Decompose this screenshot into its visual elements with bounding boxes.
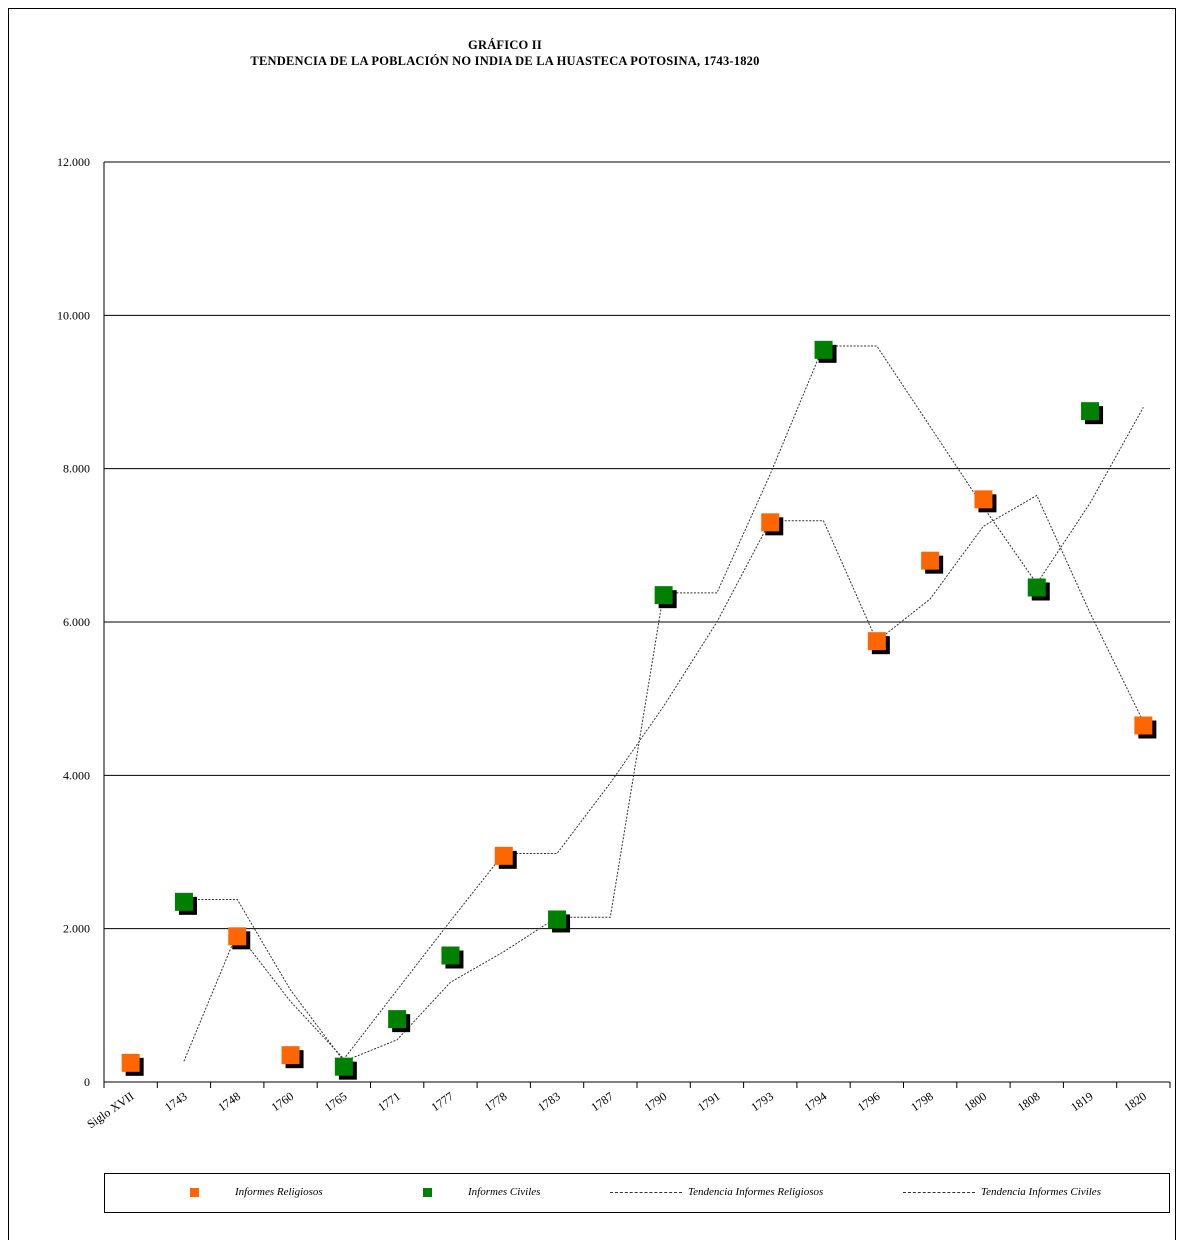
y-tick-label: 8.000 <box>63 462 90 476</box>
legend-swatch-civiles <box>423 1187 432 1197</box>
point-civiles <box>174 892 193 911</box>
x-tick-label: 1778 <box>482 1089 510 1114</box>
legend-dash-religiosos <box>610 1191 682 1193</box>
x-tick-label: Siglo XVII <box>84 1089 136 1131</box>
x-tick-label: 1760 <box>269 1089 297 1114</box>
point-religiosos <box>121 1053 140 1072</box>
y-tick-label: 10.000 <box>57 308 90 322</box>
legend-item-trend-civiles: Tendencia Informes Civiles <box>903 1186 1101 1198</box>
chart-svg: 0 2.000 4.000 6.000 8.000 10.000 12.000 Siglo X… <box>57 155 1171 1131</box>
legend-item-civiles: Informes Civiles <box>423 1186 540 1198</box>
point-religiosos <box>228 927 247 946</box>
point-civiles <box>334 1057 353 1076</box>
point-religiosos <box>494 846 513 865</box>
point-religiosos <box>974 490 993 509</box>
y-tick-label: 2.000 <box>63 922 90 936</box>
x-tick-label: 1777 <box>428 1089 456 1114</box>
point-religiosos <box>1134 716 1153 735</box>
legend: Informes Religiosos Informes Civiles Ten… <box>104 1173 1170 1213</box>
y-tick-label: 0 <box>84 1075 90 1089</box>
x-tick-label: 1820 <box>1121 1089 1149 1114</box>
chart-subtitle: TENDENCIA DE LA POBLACIÓN NO INDIA DE LA… <box>250 54 760 68</box>
x-tick-label: 1765 <box>322 1089 350 1114</box>
point-religiosos <box>921 551 940 570</box>
point-civiles <box>1027 578 1046 597</box>
trend-line-religiosos <box>183 494 1144 1062</box>
x-tick-label: 1819 <box>1068 1089 1096 1114</box>
point-religiosos <box>867 632 886 651</box>
point-religiosos <box>761 513 780 532</box>
y-tick-label: 12.000 <box>57 155 90 169</box>
x-tick-label: 1791 <box>695 1089 723 1114</box>
x-tick-label: 1771 <box>375 1089 403 1114</box>
x-tick-label: 1743 <box>162 1089 190 1114</box>
legend-item-trend-religiosos: Tendencia Informes Religiosos <box>610 1186 823 1198</box>
point-civiles <box>1081 402 1100 421</box>
x-tick-label: 1748 <box>215 1089 243 1114</box>
point-religiosos <box>281 1046 300 1065</box>
point-civiles <box>388 1010 407 1029</box>
x-tick-label: 1790 <box>642 1089 670 1114</box>
chart-frame <box>8 8 1176 1240</box>
x-tick-label: 1798 <box>908 1089 936 1114</box>
legend-item-religiosos: Informes Religiosos <box>190 1186 323 1198</box>
y-tick-label: 4.000 <box>63 768 90 782</box>
x-tick-label: 1794 <box>802 1089 830 1114</box>
legend-dash-civiles <box>903 1191 975 1193</box>
x-tick-label: 1793 <box>748 1089 776 1114</box>
x-tick-label: 1783 <box>535 1089 563 1114</box>
point-civiles <box>654 586 673 605</box>
x-tick-label: 1800 <box>961 1089 989 1114</box>
point-civiles <box>814 340 833 359</box>
x-tick-label: 1808 <box>1015 1089 1043 1114</box>
x-tick-label: 1796 <box>855 1089 883 1114</box>
legend-swatch-religiosos <box>190 1187 199 1197</box>
x-tick-label: 1787 <box>588 1089 616 1114</box>
chart-title: GRÁFICO II <box>468 38 542 52</box>
trend-line-civiles <box>183 345 1144 1062</box>
point-civiles <box>441 946 460 965</box>
y-tick-label: 6.000 <box>63 615 90 629</box>
point-civiles <box>548 910 567 929</box>
